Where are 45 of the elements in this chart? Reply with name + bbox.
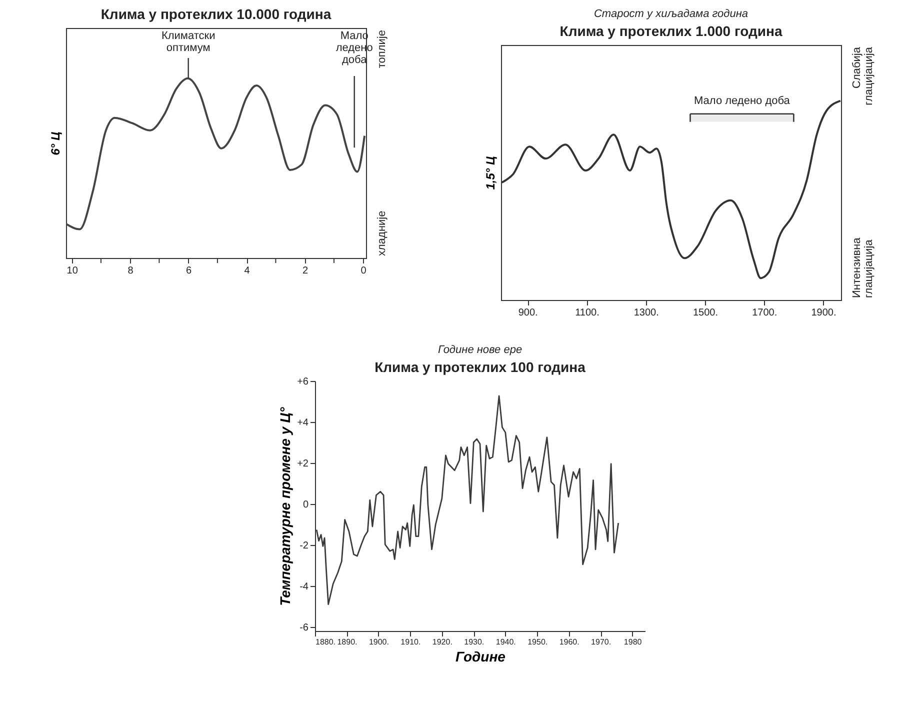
y-tick-label: +2 <box>297 458 309 470</box>
x-tick-label: 1900. <box>811 308 837 318</box>
annotation: Климатски оптимум <box>161 30 215 54</box>
x-tick-label: 1900. <box>368 638 389 646</box>
y-tick-label: +6 <box>297 376 309 388</box>
chart-title: Клима у протеклих 1.000 година <box>560 23 783 39</box>
x-tick-label: 8 <box>128 266 134 276</box>
x-tick-label: 1500. <box>693 308 718 318</box>
x-tick-label: 1880. <box>316 638 336 646</box>
text: топлије <box>376 30 388 68</box>
x-tick-label: 1920. <box>432 638 452 646</box>
x-tick-label: 900. <box>518 308 538 318</box>
x-tick-label: 6 <box>186 266 192 276</box>
x-axis-title: Године <box>456 648 506 664</box>
x-tick-label: 1300. <box>634 308 660 318</box>
band-label: Мало ледено доба <box>694 94 792 107</box>
x-tick-label: 1980 <box>624 638 642 646</box>
chart-subtitle: Старост у хиљадама година <box>594 8 748 20</box>
text: Интензивна глацијација <box>851 236 876 298</box>
x-tick-label: 1940. <box>496 638 516 646</box>
y-tick-label: -4 <box>300 581 309 592</box>
x-tick-label: 1700. <box>752 308 778 318</box>
text: Слабија глацијација <box>851 46 876 106</box>
x-tick-label: 1930. <box>464 638 484 646</box>
x-tick-label: 4 <box>244 266 250 276</box>
x-tick-label: 0 <box>360 266 367 276</box>
x-tick-label: 1910. <box>400 638 421 646</box>
chart-subtitle: Године нове ере <box>438 344 522 356</box>
chart-title: Клима у протеклих 10.000 година <box>100 6 332 22</box>
y-axis-title: 1,5° Ц <box>484 156 498 190</box>
x-tick-label: 1890. <box>337 638 358 646</box>
x-tick-label: 1960. <box>559 638 580 646</box>
y-tick-label: +4 <box>297 417 309 428</box>
y-tick-label: 0 <box>302 499 309 510</box>
x-tick-label: 1970. <box>591 638 612 646</box>
y-axis-title: Температурне промене у Ц° <box>277 406 294 606</box>
x-tick-label: 1100. <box>575 308 600 318</box>
y-tick-label: -6 <box>300 622 309 634</box>
text: хладније <box>376 210 388 256</box>
x-tick-label: 10 <box>66 266 78 276</box>
chart-title: Клима у протеклих 100 година <box>374 359 586 375</box>
x-tick-label: 2 <box>302 266 308 276</box>
y-axis-title: 6° Ц <box>48 131 62 156</box>
x-tick-label: 1950. <box>528 638 548 646</box>
y-tick-label: -2 <box>300 540 309 552</box>
